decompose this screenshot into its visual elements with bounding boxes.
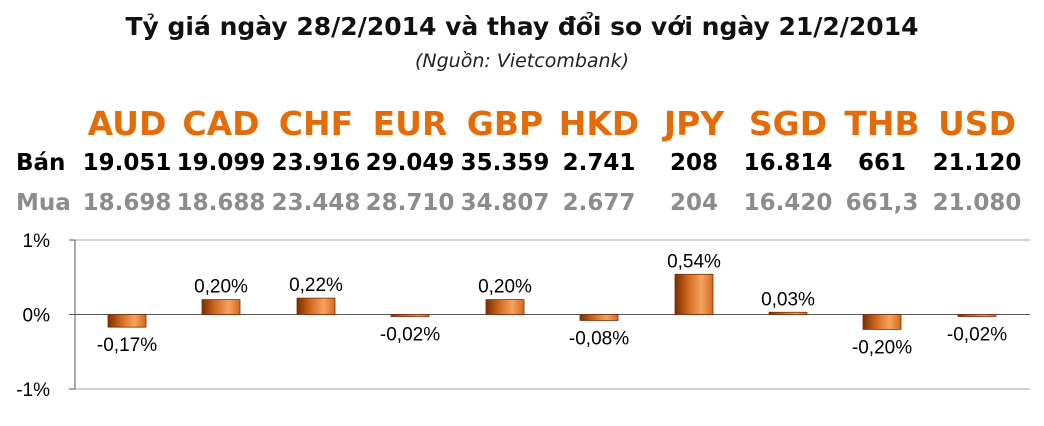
data-label: -0,02% xyxy=(380,325,440,346)
data-label: -0,20% xyxy=(852,337,912,358)
data-label: 0,20% xyxy=(194,277,248,298)
bar xyxy=(579,314,619,321)
data-label: -0,08% xyxy=(569,328,629,349)
buy-value: 204 xyxy=(669,190,718,216)
buy-row-label: Mua xyxy=(16,190,71,216)
currency-label: AUD xyxy=(87,104,167,143)
sell-value: 19.051 xyxy=(82,150,172,176)
currency-label: USD xyxy=(938,104,1016,143)
bar xyxy=(485,299,525,315)
buy-value: 661,3 xyxy=(845,190,919,216)
currency-label: GBP xyxy=(466,104,544,143)
data-label: -0,17% xyxy=(97,335,157,356)
currency-row: AUD CAD CHF EUR GBP HKD JPY SGD THB USD xyxy=(0,104,1044,144)
bar xyxy=(390,314,430,317)
sell-value: 29.049 xyxy=(365,150,455,176)
data-label: -0,02% xyxy=(947,325,1007,346)
currency-label: HKD xyxy=(558,104,640,143)
bar xyxy=(201,299,241,315)
bar xyxy=(674,273,714,315)
data-label: 0,22% xyxy=(289,275,343,296)
data-label: 0,54% xyxy=(667,251,721,272)
sell-value: 16.814 xyxy=(743,150,833,176)
chart-source: (Nguồn: Vietcombank) xyxy=(415,50,629,72)
bar xyxy=(296,297,336,315)
sell-value: 208 xyxy=(669,150,718,176)
sell-value: 19.099 xyxy=(176,150,266,176)
chart-title: Tỷ giá ngày 28/2/2014 và thay đổi so với… xyxy=(125,12,919,41)
currency-label: CAD xyxy=(182,104,260,143)
currency-label: THB xyxy=(844,104,920,143)
buy-value: 18.688 xyxy=(176,190,266,216)
buy-value: 23.448 xyxy=(271,190,361,216)
buy-value: 18.698 xyxy=(82,190,172,216)
buy-value: 21.080 xyxy=(932,190,1022,216)
buy-row: Mua 18.698 18.688 23.448 28.710 34.807 2… xyxy=(0,190,1044,230)
sell-value: 23.916 xyxy=(271,150,361,176)
buy-value: 34.807 xyxy=(460,190,550,216)
bar xyxy=(862,314,902,330)
sell-row: Bán 19.051 19.099 23.916 29.049 35.359 2… xyxy=(0,150,1044,190)
buy-value: 16.420 xyxy=(743,190,833,216)
sell-value: 661 xyxy=(857,150,906,176)
y-tick-label: 1% xyxy=(23,231,51,252)
sell-value: 35.359 xyxy=(460,150,550,176)
currency-label: JPY xyxy=(663,104,725,143)
currency-label: SGD xyxy=(748,104,828,143)
currency-label: EUR xyxy=(372,104,448,143)
bar xyxy=(957,314,997,317)
sell-value: 21.120 xyxy=(932,150,1022,176)
y-tick-label: -1% xyxy=(16,380,50,401)
bar xyxy=(768,311,808,315)
currency-label: CHF xyxy=(278,104,354,143)
y-tick-label: 0% xyxy=(23,306,51,327)
bar xyxy=(107,314,147,328)
sell-row-label: Bán xyxy=(16,150,66,176)
buy-value: 2.677 xyxy=(562,190,636,216)
data-label: 0,03% xyxy=(761,289,815,310)
data-label: 0,20% xyxy=(478,277,532,298)
sell-value: 2.741 xyxy=(562,150,636,176)
buy-value: 28.710 xyxy=(365,190,455,216)
